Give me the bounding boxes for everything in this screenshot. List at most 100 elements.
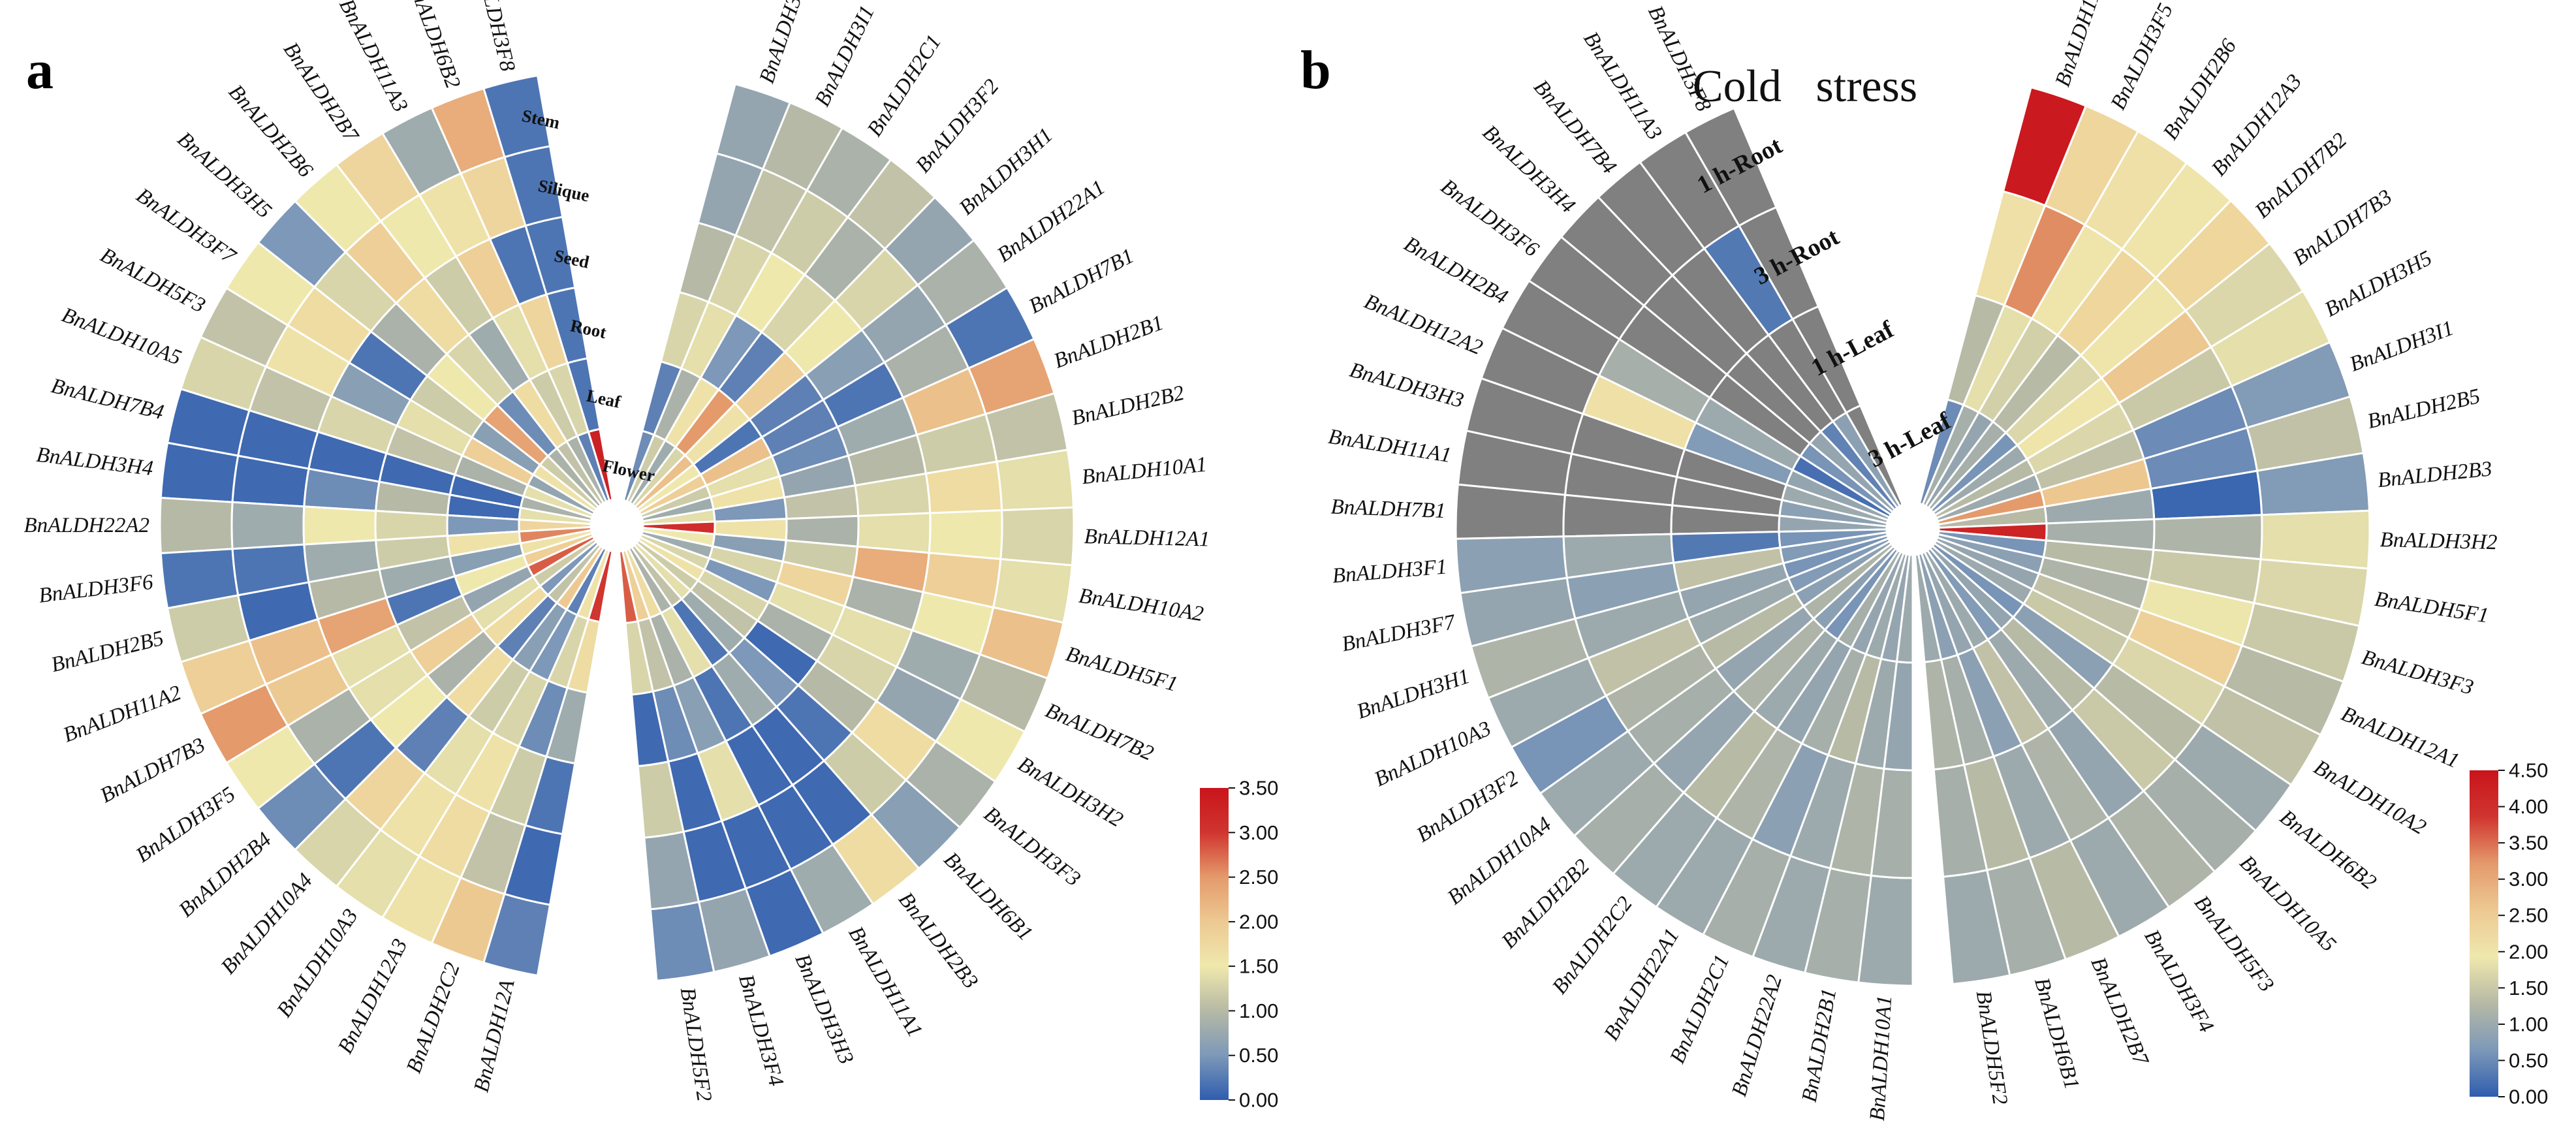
gene-label: BnALDH22A2 xyxy=(24,514,150,537)
gene-label: BnALDH3H3 xyxy=(790,951,858,1067)
gene-label: BnALDH7B2 xyxy=(2251,129,2351,223)
colorbar-tick-label: 2.00 xyxy=(2509,940,2548,963)
colorbar-tick-label: 0.00 xyxy=(2509,1086,2548,1108)
gene-label: BnALDH7B1 xyxy=(1025,244,1138,319)
gene-label: BnALDH2B6 xyxy=(224,80,318,182)
cell-BnALDH12A1-silique xyxy=(928,509,1003,561)
gene-label: BnALDH3F1 xyxy=(1332,555,1448,588)
gene-label: BnALDH2B7 xyxy=(279,38,364,147)
gene-label: BnALDH3H3 xyxy=(1347,358,1466,413)
gene-label: BnALDH5F1 xyxy=(2373,588,2490,628)
colorbar-tick-label: 1.50 xyxy=(1239,955,1278,978)
gene-label: BnALDH11A1 xyxy=(1327,425,1453,467)
gene-label: BnALDH3F2 xyxy=(911,75,1004,178)
cell-BnALDH10A1-stem xyxy=(996,448,1075,512)
colorbar-tick-label: 2.00 xyxy=(1239,910,1278,933)
cell-BnALDH22A2-seed xyxy=(302,505,377,546)
gene-label: BnALDH10A1 xyxy=(1080,453,1208,490)
gene-label: BnALDH10A3 xyxy=(273,905,363,1022)
colorbar-tick-label: 2.50 xyxy=(2509,904,2548,927)
colorbar xyxy=(1200,788,1229,1100)
gene-label: BnALDH3H5 xyxy=(173,127,276,223)
gene-label: BnALDH7B3 xyxy=(2289,185,2396,270)
gene-label: BnALDH3F3 xyxy=(979,802,1084,891)
cell-BnALDH22A2-silique xyxy=(230,501,306,550)
gene-label: BnALDH3H5 xyxy=(2321,246,2436,321)
gene-label: BnALDH5F1 xyxy=(1063,642,1180,697)
colorbar-tick-label: 0.50 xyxy=(2509,1049,2548,1072)
gene-label: BnALDH3F4 xyxy=(734,972,788,1089)
gene-label: BnALDH11A1 xyxy=(843,922,926,1041)
colorbar-tick-label: 3.00 xyxy=(2509,868,2548,890)
gene-label: BnALDH12A1 xyxy=(1084,525,1210,552)
colorbar-tick-label: 3.50 xyxy=(1239,777,1278,800)
gene-label: BnALDH6B1 xyxy=(939,848,1037,946)
gene-label: BnALDH2B3 xyxy=(2376,457,2493,492)
colorbar-tick-label: 0.50 xyxy=(1239,1044,1278,1067)
gene-label: BnALDH7B2 xyxy=(1042,699,1157,765)
gene-label: BnALDH2B3 xyxy=(894,888,982,993)
gene-label: BnALDH10A1 xyxy=(1866,995,1896,1122)
gene-label: BnALDH3F7 xyxy=(1340,610,1458,657)
gene-label: BnALDH7B4 xyxy=(1529,76,1621,179)
gene-label: BnALDH3F4 xyxy=(2139,926,2218,1037)
gene-label: BnALDH3F2 xyxy=(1413,766,1522,847)
cell-BnALDH5F2-flower xyxy=(618,550,639,625)
gene-label: BnALDH7B3 xyxy=(97,733,209,808)
colorbar-tick-label: 2.50 xyxy=(1239,866,1278,888)
gene-label: BnALDH3I1 xyxy=(811,2,879,110)
gene-label: BnALDH6B2 xyxy=(403,0,465,91)
gene-label: BnALDH10A2 xyxy=(1077,584,1205,627)
gene-label: BnALDH11A3 xyxy=(334,0,412,116)
gene-label: BnALDH3H1 xyxy=(1354,665,1473,724)
colorbar-tick-label: 1.00 xyxy=(1239,999,1278,1022)
gene-label: BnALDH3F5 xyxy=(2107,0,2178,114)
gene-label: BnALDH2B5 xyxy=(49,627,166,677)
gene-label: BnALDH3F3 xyxy=(2359,646,2476,700)
panel-b-title: Cold stress xyxy=(1693,61,1917,112)
gene-label: BnALDH10A5 xyxy=(59,304,185,370)
gene-label: BnALDH10A5 xyxy=(2235,851,2341,957)
gene-label: BnALDH2B4 xyxy=(174,828,275,922)
gene-label: BnALDH11A2 xyxy=(2051,0,2113,89)
gene-label: BnALDH5F3 xyxy=(2190,891,2278,996)
panel-a-heatmap: BnALDH3F8BnALDH6B2BnALDH11A3BnALDH2B7BnA… xyxy=(24,0,1279,1112)
gene-label: BnALDH2B4 xyxy=(1400,232,1512,309)
panel-b-heatmap: BnALDH3F8BnALDH11A3BnALDH7B4BnALDH3H4BnA… xyxy=(1327,0,2548,1122)
gene-label: BnALDH12A1 xyxy=(2338,702,2462,773)
gene-label: BnALDH3F7 xyxy=(132,183,240,269)
gene-label: BnALDH3H4 xyxy=(35,443,155,481)
cell-BnALDH12A1-stem xyxy=(999,506,1075,567)
gene-label: BnALDH2B5 xyxy=(2365,385,2483,433)
gene-label: BnALDH11A3 xyxy=(1579,27,1666,144)
colorbar-tick-label: 3.00 xyxy=(1239,821,1278,844)
gene-label: BnALDH5F2 xyxy=(1971,989,2012,1106)
gene-label: BnALDH3I1 xyxy=(2347,317,2457,377)
gene-label: BnALDH5F3 xyxy=(97,244,209,318)
gene-label: BnALDH2B2 xyxy=(1497,855,1594,953)
gene-label: BnALDH7B4 xyxy=(49,374,166,424)
gene-label: BnALDH7B1 xyxy=(1330,495,1446,524)
colorbar-tick-label: 4.50 xyxy=(2509,759,2548,782)
cell-BnALDH12A-flower xyxy=(587,549,614,623)
gene-label: BnALDH11A2 xyxy=(60,681,184,747)
gene-label: BnALDH2C2 xyxy=(402,960,465,1076)
gene-label: BnALDH2B7 xyxy=(2086,954,2153,1069)
gene-label: BnALDH12A3 xyxy=(2207,70,2306,181)
gene-label: BnALDH3F6 xyxy=(1436,175,1543,262)
gene-label: BnALDH3H2 xyxy=(1014,752,1127,832)
gene-label: BnALDH22A1 xyxy=(993,176,1109,267)
colorbar xyxy=(2470,770,2498,1097)
colorbar-tick-label: 3.50 xyxy=(2509,832,2548,855)
panel-a-letter: a xyxy=(26,40,54,101)
gene-label: BnALDH3F8 xyxy=(1643,2,1716,116)
gene-label: BnALDH2C1 xyxy=(1666,951,1735,1067)
gene-label: BnALDH3H4 xyxy=(1478,121,1580,218)
gene-label: BnALDH22A2 xyxy=(1727,972,1787,1099)
gene-label: BnALDH10A2 xyxy=(2310,755,2430,840)
gene-label: BnALDH2C2 xyxy=(1548,892,1637,999)
gene-label: BnALDH3F6 xyxy=(37,571,155,608)
gene-label: BnALDH12A xyxy=(470,977,520,1094)
gene-label: BnALDH6B1 xyxy=(2030,975,2084,1092)
